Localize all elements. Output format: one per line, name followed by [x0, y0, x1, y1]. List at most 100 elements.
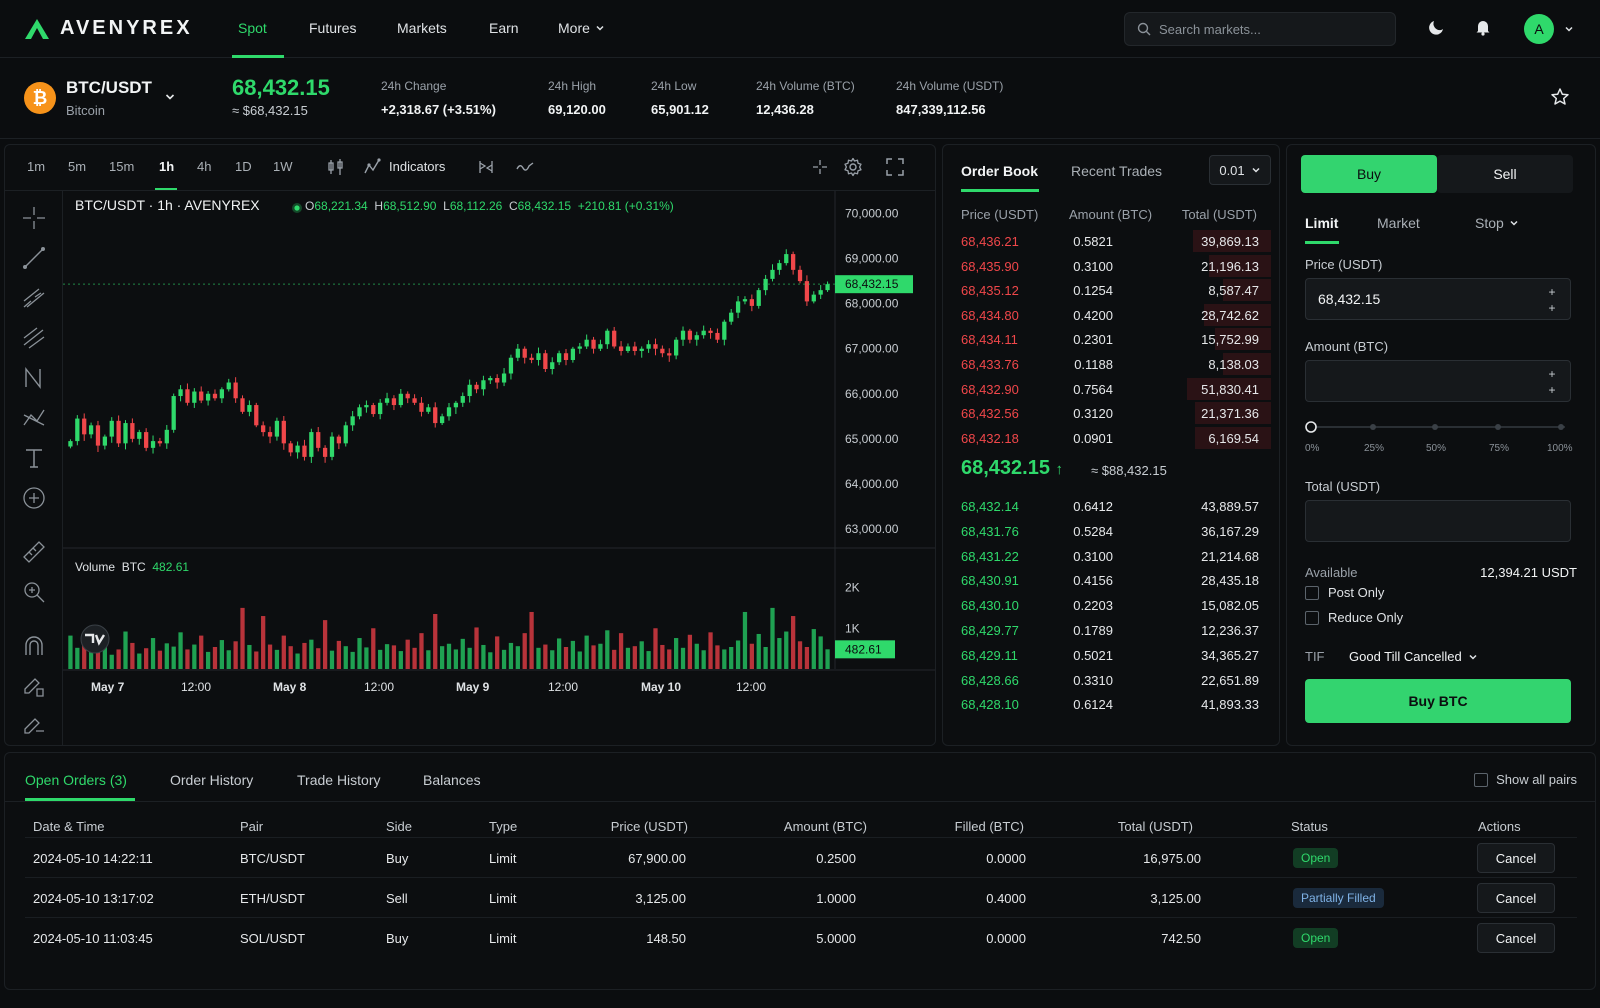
nav-more[interactable]: More — [558, 20, 605, 36]
timeframe-1m[interactable]: 1m — [27, 159, 46, 174]
tool-text[interactable] — [21, 445, 47, 471]
notifications-button[interactable] — [1474, 18, 1492, 36]
tool-hide[interactable] — [21, 711, 47, 737]
slider-thumb[interactable] — [1305, 421, 1317, 433]
bid-row[interactable]: 68,431.76 0.5284 36,167.29 — [943, 519, 1279, 543]
nav-futures[interactable]: Futures — [309, 20, 357, 36]
price-chart[interactable]: 70,000.00 69,000.00 68,000.00 67,000.00 66,0… — [63, 191, 936, 746]
theme-toggle[interactable] — [1428, 18, 1446, 36]
tab-open-orders[interactable]: Open Orders (3) — [25, 772, 127, 788]
slider-mark-100[interactable]: 100% — [1547, 443, 1573, 454]
bid-row[interactable]: 68,431.22 0.3100 21,214.68 — [943, 544, 1279, 568]
slider-track[interactable] — [1305, 421, 1571, 437]
total-input[interactable] — [1318, 513, 1518, 529]
pair-name[interactable]: BTC/USDT — [66, 78, 152, 97]
search-box[interactable] — [1124, 12, 1396, 46]
sell-tab[interactable]: Sell — [1437, 155, 1573, 193]
tool-ruler[interactable] — [21, 539, 47, 565]
bid-row[interactable]: 68,428.66 0.3310 22,651.89 — [943, 668, 1279, 692]
submit-buy-button[interactable]: Buy BTC — [1305, 679, 1571, 723]
bid-row[interactable]: 68,429.77 0.1789 12,236.37 — [943, 618, 1279, 642]
nav-spot[interactable]: Spot — [238, 20, 267, 36]
buy-tab[interactable]: Buy — [1301, 155, 1437, 193]
fullscreen-button[interactable] — [885, 157, 905, 177]
price-input[interactable] — [1318, 291, 1518, 307]
ask-row[interactable]: 68,432.56 0.3120 21,371.36 — [943, 401, 1279, 425]
line-style-button[interactable] — [515, 157, 535, 177]
checkbox-box[interactable] — [1474, 772, 1489, 787]
brand-logo[interactable]: AVENYREX — [24, 17, 193, 40]
bid-row[interactable]: 68,428.10 0.6124 41,893.33 — [943, 692, 1279, 716]
timeframe-1d[interactable]: 1D — [235, 159, 252, 174]
order-type-market[interactable]: Market — [1377, 215, 1420, 231]
timeframe-1h[interactable]: 1h — [159, 159, 175, 174]
cancel-order-button[interactable]: Cancel — [1477, 883, 1555, 913]
timeframe-5m[interactable]: 5m — [68, 159, 87, 174]
ask-row[interactable]: 68,432.18 0.0901 6,169.54 — [943, 426, 1279, 450]
amount-decrement-button[interactable]: + — [1548, 383, 1556, 397]
pair-selector-toggle[interactable] — [164, 91, 176, 103]
tool-pattern[interactable] — [21, 365, 47, 391]
order-type-stop[interactable]: Stop — [1475, 215, 1519, 231]
tab-order-book[interactable]: Order Book — [961, 163, 1039, 179]
crosshair-toggle[interactable] — [811, 157, 829, 177]
price-decrement-button[interactable]: + — [1548, 301, 1556, 315]
tab-balances[interactable]: Balances — [423, 772, 481, 788]
ask-row[interactable]: 68,433.76 0.1188 8,138.03 — [943, 352, 1279, 376]
show-all-pairs-checkbox[interactable]: Show all pairs — [1474, 772, 1577, 787]
user-avatar[interactable]: A — [1524, 14, 1554, 44]
tool-projection[interactable] — [21, 405, 47, 431]
amount-input[interactable] — [1318, 373, 1518, 389]
post-only-checkbox[interactable]: Post Only — [1305, 585, 1384, 600]
reduce-only-checkbox[interactable]: Reduce Only — [1305, 610, 1403, 625]
slider-mark-75[interactable]: 75% — [1489, 443, 1510, 454]
checkbox-box[interactable] — [1305, 610, 1319, 625]
tool-add[interactable] — [21, 485, 47, 511]
bid-row[interactable]: 68,432.14 0.6412 43,889.57 — [943, 494, 1279, 518]
account-menu-toggle[interactable] — [1564, 24, 1574, 34]
ask-row[interactable]: 68,432.90 0.7564 51,830.41 — [943, 377, 1279, 401]
amount-increment-button[interactable]: + — [1548, 367, 1556, 381]
tool-pitchfork[interactable] — [21, 325, 47, 351]
timeframe-4h[interactable]: 4h — [197, 159, 212, 174]
tool-zoom[interactable] — [21, 579, 47, 605]
amount-slider[interactable]: 0% 25% 50% 75% 100% — [1305, 421, 1573, 461]
tif-select[interactable]: Good Till Cancelled — [1349, 649, 1478, 664]
compare-button[interactable] — [477, 157, 495, 177]
bid-row[interactable]: 68,429.11 0.5021 34,365.27 — [943, 643, 1279, 667]
ask-row[interactable]: 68,435.12 0.1254 8,587.47 — [943, 278, 1279, 302]
timeframe-15m[interactable]: 15m — [109, 159, 135, 174]
price-increment-button[interactable]: + — [1548, 285, 1556, 299]
ask-row[interactable]: 68,434.80 0.4200 28,742.62 — [943, 303, 1279, 327]
ask-row[interactable]: 68,435.90 0.3100 21,196.13 — [943, 254, 1279, 278]
indicators-button-icon[interactable] — [363, 157, 381, 177]
slider-mark-50[interactable]: 50% — [1426, 443, 1447, 454]
tab-order-history[interactable]: Order History — [170, 772, 254, 788]
timeframe-1w[interactable]: 1W — [273, 159, 293, 174]
indicators-button[interactable]: Indicators — [389, 159, 446, 174]
bid-row[interactable]: 68,430.10 0.2203 15,082.05 — [943, 593, 1279, 617]
tool-channel[interactable] — [21, 285, 47, 311]
tool-trend-line[interactable] — [21, 245, 47, 271]
tool-magnet[interactable] — [21, 633, 47, 659]
cancel-order-button[interactable]: Cancel — [1477, 923, 1555, 953]
bid-row[interactable]: 68,430.91 0.4156 28,435.18 — [943, 568, 1279, 592]
tool-crosshair[interactable] — [21, 205, 47, 231]
checkbox-box[interactable] — [1305, 585, 1319, 600]
search-input[interactable] — [1159, 21, 1379, 37]
tab-recent-trades[interactable]: Recent Trades — [1071, 163, 1163, 179]
tab-trade-history[interactable]: Trade History — [297, 772, 381, 788]
slider-mark-0[interactable]: 0% — [1305, 443, 1320, 454]
chart-settings-button[interactable] — [843, 157, 863, 177]
chart-type-button[interactable] — [327, 157, 345, 177]
favorite-button[interactable] — [1550, 87, 1570, 107]
cancel-order-button[interactable]: Cancel — [1477, 843, 1555, 873]
slider-mark-25[interactable]: 25% — [1364, 443, 1385, 454]
nav-earn[interactable]: Earn — [489, 20, 519, 36]
nav-markets[interactable]: Markets — [397, 20, 447, 36]
ask-row[interactable]: 68,434.11 0.2301 15,752.99 — [943, 327, 1279, 351]
tool-lock[interactable] — [21, 673, 47, 699]
ask-row[interactable]: 68,436.21 0.5821 39,869.13 — [943, 229, 1279, 253]
order-type-limit[interactable]: Limit — [1305, 215, 1339, 231]
precision-select[interactable]: 0.01 — [1209, 155, 1271, 185]
